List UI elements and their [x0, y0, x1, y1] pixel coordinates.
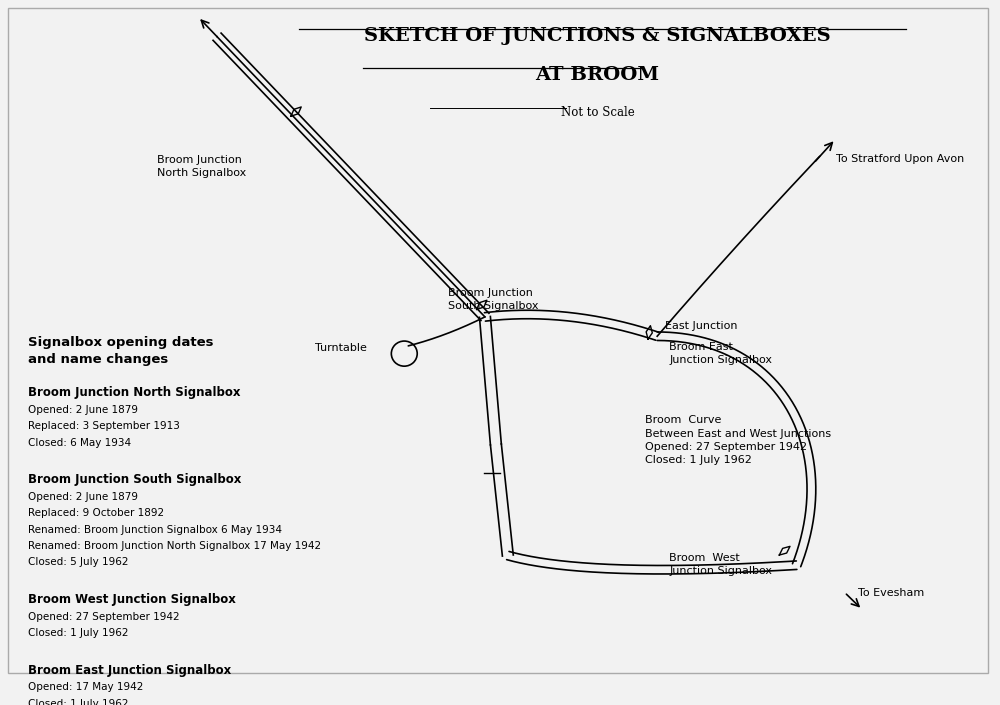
- Text: Broom East Junction Signalbox: Broom East Junction Signalbox: [28, 663, 231, 677]
- Text: Replaced: 9 October 1892: Replaced: 9 October 1892: [28, 508, 164, 518]
- Text: Closed: 1 July 1962: Closed: 1 July 1962: [28, 628, 128, 638]
- Text: Not to Scale: Not to Scale: [561, 106, 634, 119]
- Text: East Junction: East Junction: [665, 321, 738, 331]
- Text: Renamed: Broom Junction Signalbox 6 May 1934: Renamed: Broom Junction Signalbox 6 May …: [28, 525, 282, 534]
- Text: Signalbox opening dates
and name changes: Signalbox opening dates and name changes: [28, 336, 213, 366]
- Text: Opened: 17 May 1942: Opened: 17 May 1942: [28, 682, 143, 692]
- Text: Replaced: 3 September 1913: Replaced: 3 September 1913: [28, 422, 180, 431]
- Text: Opened: 2 June 1879: Opened: 2 June 1879: [28, 405, 138, 415]
- Text: Broom Junction North Signalbox: Broom Junction North Signalbox: [28, 386, 240, 400]
- Text: Opened: 27 September 1942: Opened: 27 September 1942: [28, 611, 180, 622]
- Text: To Evesham: To Evesham: [858, 588, 925, 599]
- Text: AT BROOM: AT BROOM: [535, 66, 659, 84]
- Text: Closed: 5 July 1962: Closed: 5 July 1962: [28, 558, 128, 568]
- Text: Renamed: Broom Junction North Signalbox 17 May 1942: Renamed: Broom Junction North Signalbox …: [28, 541, 321, 551]
- Text: Broom  West
Junction Signalbox: Broom West Junction Signalbox: [669, 553, 772, 576]
- Text: Opened: 2 June 1879: Opened: 2 June 1879: [28, 492, 138, 502]
- Text: SKETCH OF JUNCTIONS & SIGNALBOXES: SKETCH OF JUNCTIONS & SIGNALBOXES: [364, 27, 831, 45]
- Text: Broom East
Junction Signalbox: Broom East Junction Signalbox: [669, 342, 772, 365]
- Text: To Stratford Upon Avon: To Stratford Upon Avon: [836, 154, 965, 164]
- Text: Broom Junction
North Signalbox: Broom Junction North Signalbox: [157, 154, 247, 178]
- Text: Broom Junction
South Signalbox: Broom Junction South Signalbox: [448, 288, 539, 311]
- Text: Turntable: Turntable: [315, 343, 366, 352]
- Text: Broom Junction South Signalbox: Broom Junction South Signalbox: [28, 474, 241, 486]
- Text: Closed: 1 July 1962: Closed: 1 July 1962: [28, 699, 128, 705]
- Text: Closed: 6 May 1934: Closed: 6 May 1934: [28, 438, 131, 448]
- Text: Broom  Curve
Between East and West Junctions
Opened: 27 September 1942
Closed: 1: Broom Curve Between East and West Juncti…: [645, 415, 831, 465]
- Text: Broom West Junction Signalbox: Broom West Junction Signalbox: [28, 593, 236, 606]
